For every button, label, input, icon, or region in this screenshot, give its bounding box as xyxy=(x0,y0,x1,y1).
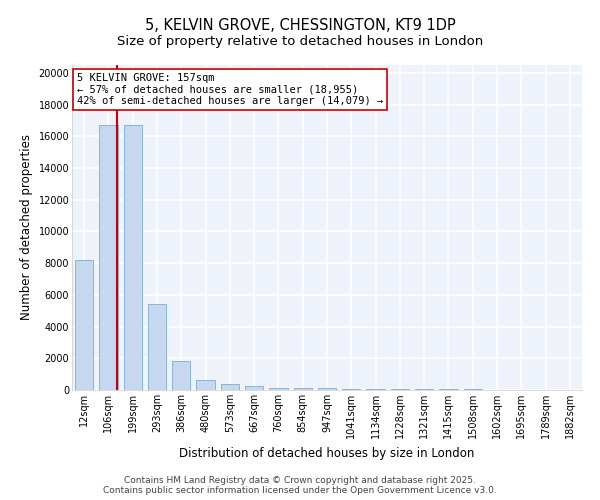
X-axis label: Distribution of detached houses by size in London: Distribution of detached houses by size … xyxy=(179,446,475,460)
Bar xyxy=(391,389,409,390)
Bar xyxy=(124,125,142,390)
Bar xyxy=(415,389,433,390)
Bar xyxy=(100,125,118,390)
Bar xyxy=(148,304,166,390)
Text: Size of property relative to detached houses in London: Size of property relative to detached ho… xyxy=(117,35,483,48)
Bar xyxy=(196,380,215,390)
Bar xyxy=(318,388,336,390)
Bar xyxy=(172,362,190,390)
Bar xyxy=(221,384,239,390)
Y-axis label: Number of detached properties: Number of detached properties xyxy=(20,134,33,320)
Bar xyxy=(75,260,93,390)
Bar xyxy=(269,388,287,390)
Bar xyxy=(293,388,312,390)
Text: Contains HM Land Registry data © Crown copyright and database right 2025.
Contai: Contains HM Land Registry data © Crown c… xyxy=(103,476,497,495)
Text: 5 KELVIN GROVE: 157sqm
← 57% of detached houses are smaller (18,955)
42% of semi: 5 KELVIN GROVE: 157sqm ← 57% of detached… xyxy=(77,73,383,106)
Text: 5, KELVIN GROVE, CHESSINGTON, KT9 1DP: 5, KELVIN GROVE, CHESSINGTON, KT9 1DP xyxy=(145,18,455,32)
Bar xyxy=(342,388,361,390)
Bar xyxy=(245,386,263,390)
Bar xyxy=(367,389,385,390)
